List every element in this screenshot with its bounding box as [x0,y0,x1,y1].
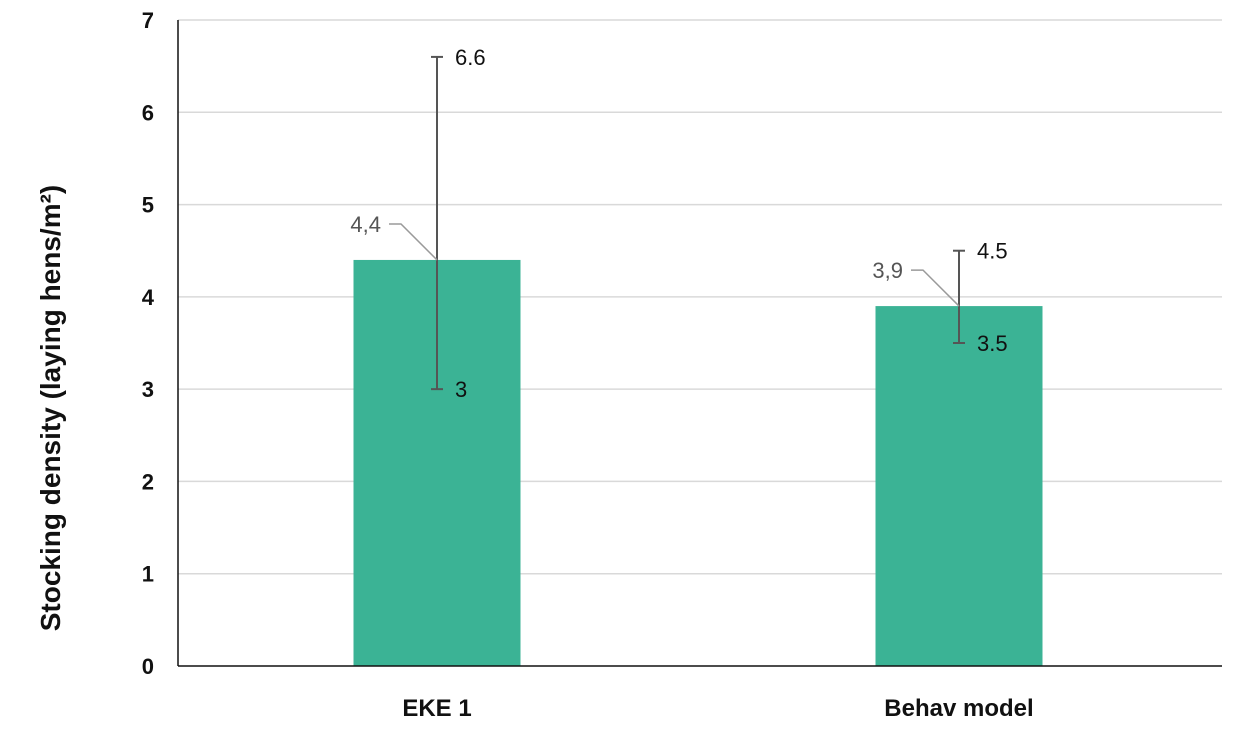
y-tick-label: 5 [142,193,154,218]
x-tick-label: Behav model [884,695,1033,722]
value-label-leader-line [389,223,438,261]
error-high-label: 6.6 [455,45,486,70]
error-low-label: 3.5 [977,331,1008,356]
y-tick-label: 6 [142,100,154,125]
error-low-label: 3 [455,377,467,402]
value-label-leader-line [911,269,960,307]
error-bars [431,55,965,391]
y-tick-label: 0 [142,654,154,679]
y-tick-label: 2 [142,469,154,494]
data-labels: 6.6 3 4,4 4.5 3.5 3,9 [350,45,1007,402]
y-axis-label: Stocking density (laying hens/m²) [35,185,66,632]
axes: 0 1 2 3 4 5 6 7 EKE 1 Behav model [142,8,1222,722]
y-tick-label: 4 [142,285,155,310]
gridlines [178,19,1222,575]
y-tick-label: 7 [142,8,154,33]
error-high-label: 4.5 [977,239,1008,264]
x-tick-label: EKE 1 [402,695,471,722]
bar [875,306,1043,666]
y-tick-label: 3 [142,377,154,402]
bar-value-label: 4,4 [350,212,381,237]
bars [353,259,1043,666]
y-tick-label: 1 [142,562,154,587]
bar-value-label: 3,9 [872,258,903,283]
